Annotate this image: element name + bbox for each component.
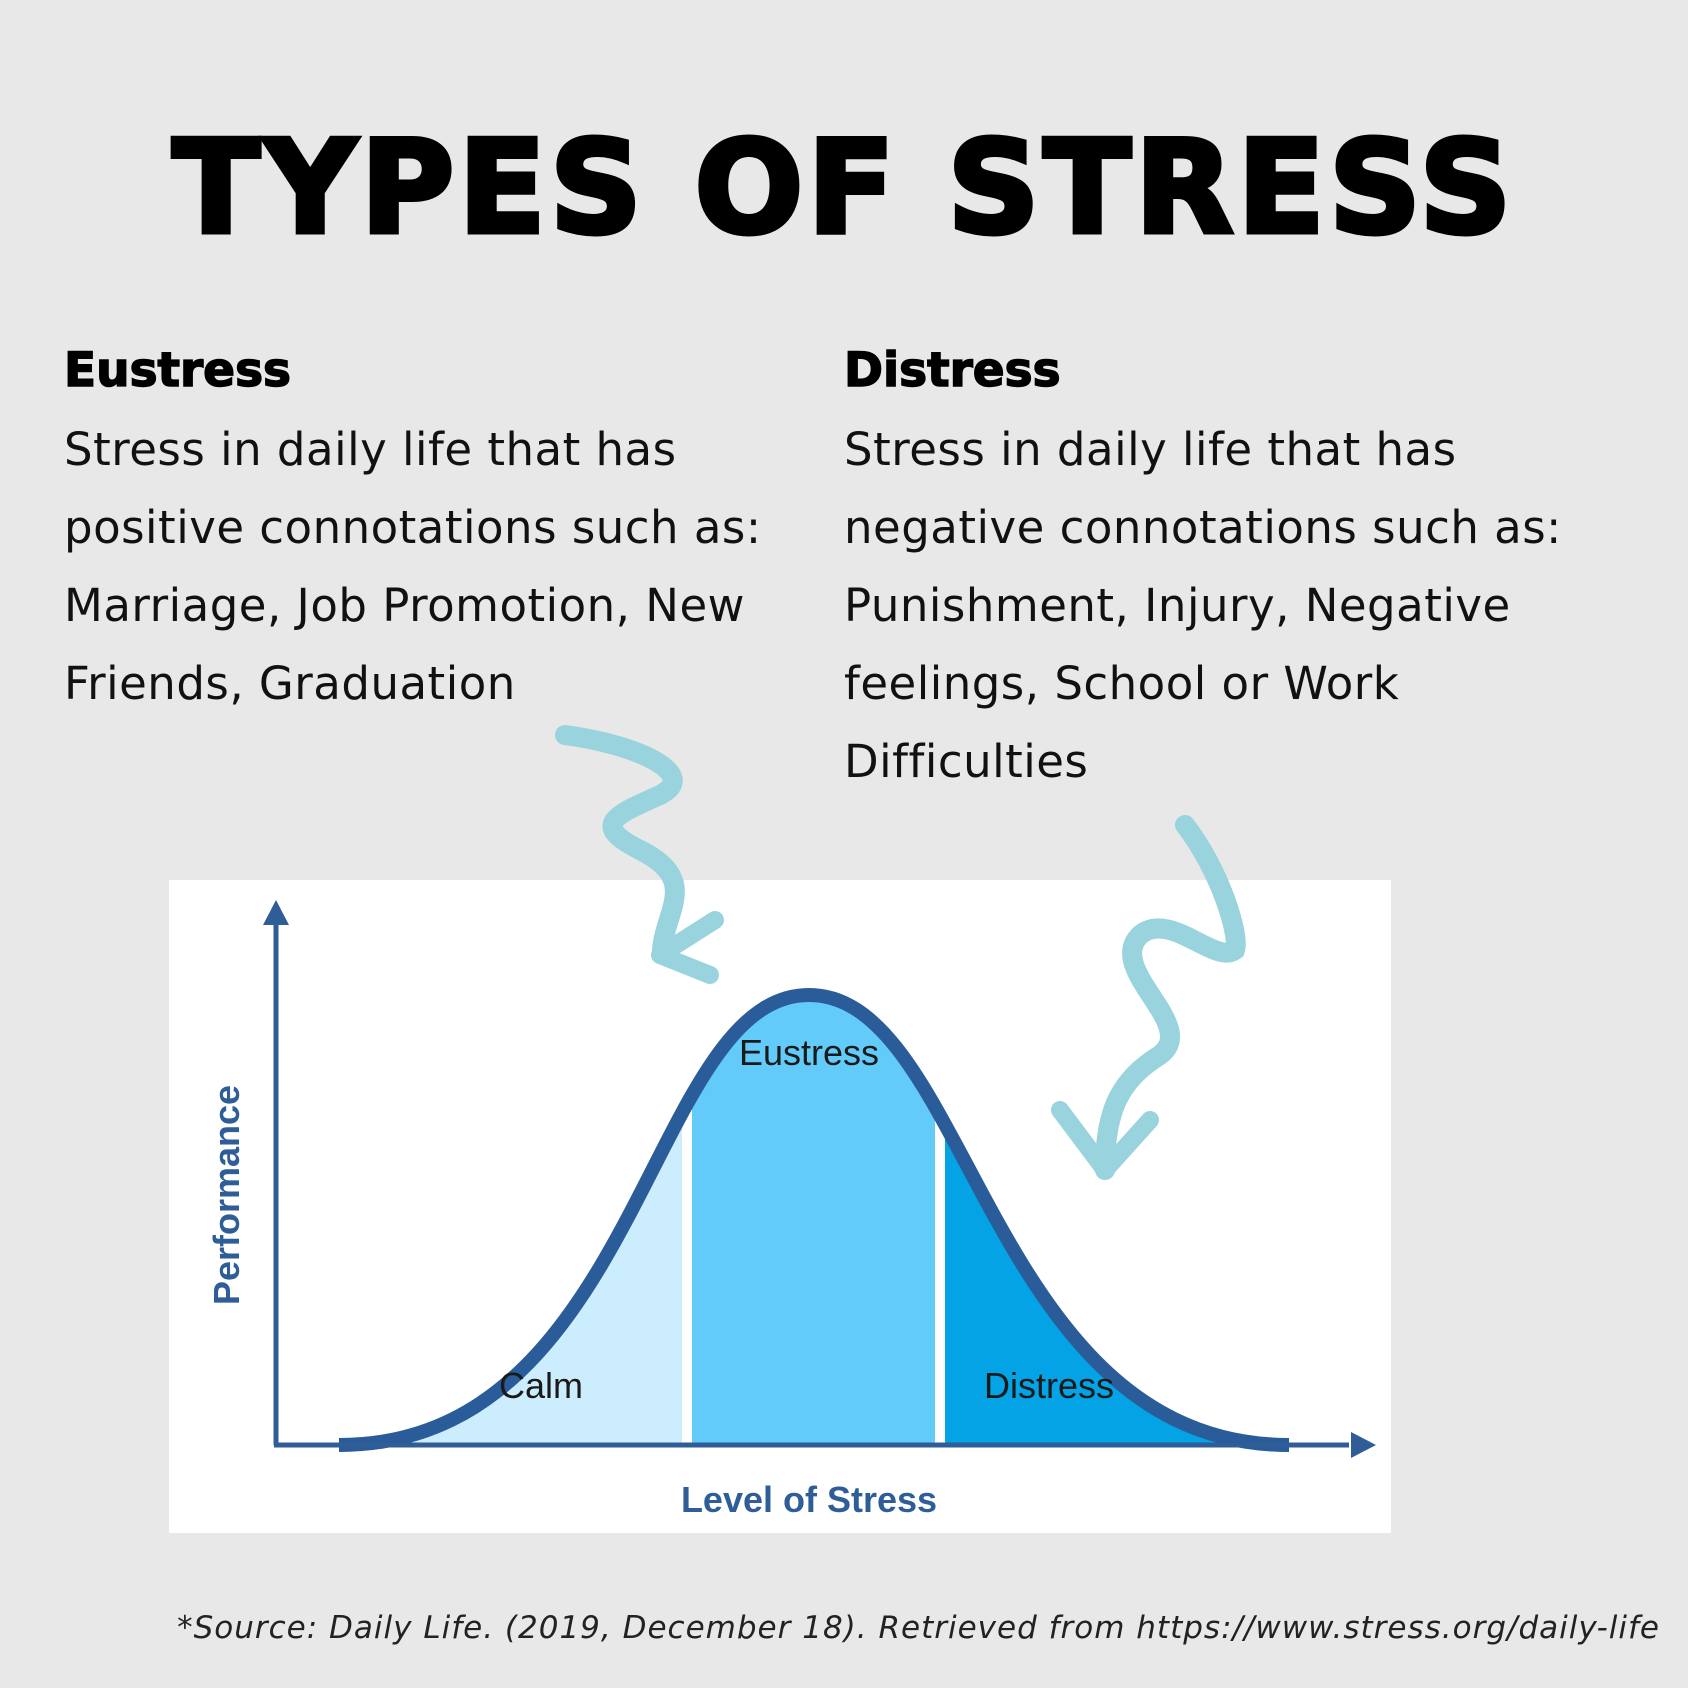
distress-description: Stress in daily life that has negative c… [844,422,1562,788]
y-axis-arrowhead [263,900,289,925]
region-divider-left [682,995,692,1445]
region-label-distress: Distress [984,1365,1114,1406]
x-axis-label: Level of Stress [681,1479,937,1520]
diagram-svg: Calm Eustress Distress Level of Stress P… [206,900,1376,1520]
source-citation: *Source: Daily Life. (2019, December 18)… [177,1610,1660,1646]
eustress-description: Stress in daily life that has positive c… [64,422,762,710]
region-label-eustress: Eustress [739,1032,879,1073]
region-divider-right [935,995,945,1445]
distress-section: Distress Stress in daily life that has n… [843,343,1624,801]
x-axis-arrowhead [1351,1432,1376,1458]
y-axis-label: Performance [206,1085,247,1305]
performance-curve [338,987,1290,1452]
region-label-calm: Calm [499,1365,583,1406]
region-eustress [689,995,939,1445]
distress-heading: Distress [843,343,1061,398]
eustress-heading: Eustress [63,343,292,398]
page-title: TYPES OF STRESS [170,114,1516,263]
eustress-section: Eustress Stress in daily life that has p… [63,343,794,723]
stress-performance-diagram: Calm Eustress Distress Level of Stress P… [169,880,1391,1533]
